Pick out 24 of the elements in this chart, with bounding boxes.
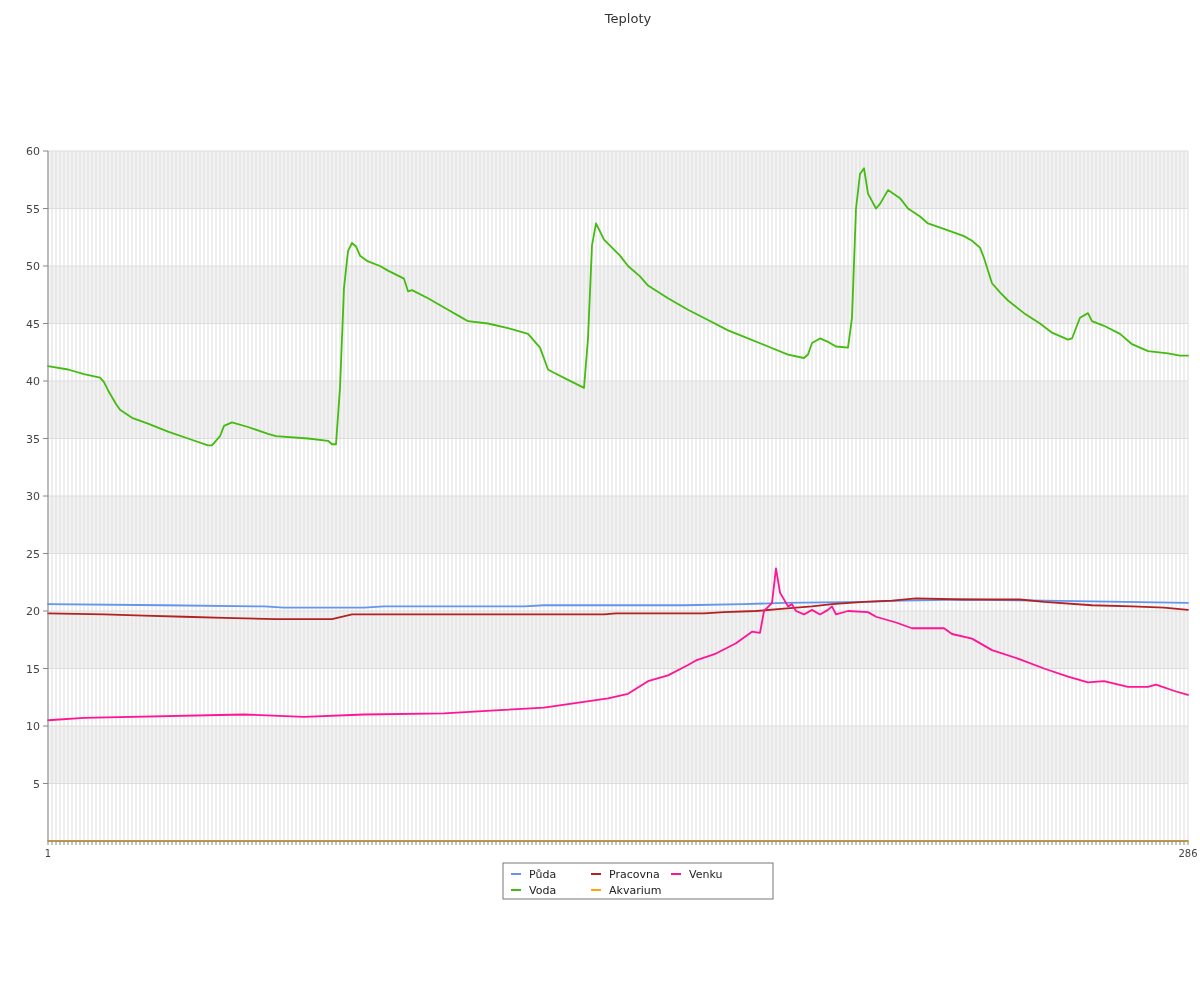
y-tick-label: 50 [26, 260, 40, 273]
y-tick-label: 10 [26, 720, 40, 733]
line-series [47, 567, 1189, 722]
legend-label: Akvarium [609, 884, 662, 897]
y-tick-label: 40 [26, 375, 40, 388]
line-series [47, 597, 1189, 620]
line-series [47, 598, 1189, 609]
y-tick-label: 20 [26, 605, 40, 618]
legend-label: Venku [689, 868, 723, 881]
y-tick-label: 25 [26, 547, 40, 561]
y-tick-label: 60 [26, 145, 40, 158]
legend-label: Půda [529, 868, 557, 881]
x-tick-label: 1 [44, 848, 52, 859]
legend-label: Pracovna [609, 868, 660, 881]
y-tick-label: 5 [33, 777, 40, 791]
line-series [47, 167, 1189, 447]
x-tick-label: 286 [1178, 848, 1198, 859]
chart-title: Teploty [603, 11, 652, 26]
y-tick-label: 30 [26, 490, 40, 503]
y-tick-label: 35 [26, 432, 40, 446]
y-tick-label: 45 [26, 317, 40, 331]
legend-label: Voda [529, 884, 557, 897]
y-tick-label: 15 [26, 662, 40, 676]
y-tick-label: 55 [26, 202, 40, 216]
